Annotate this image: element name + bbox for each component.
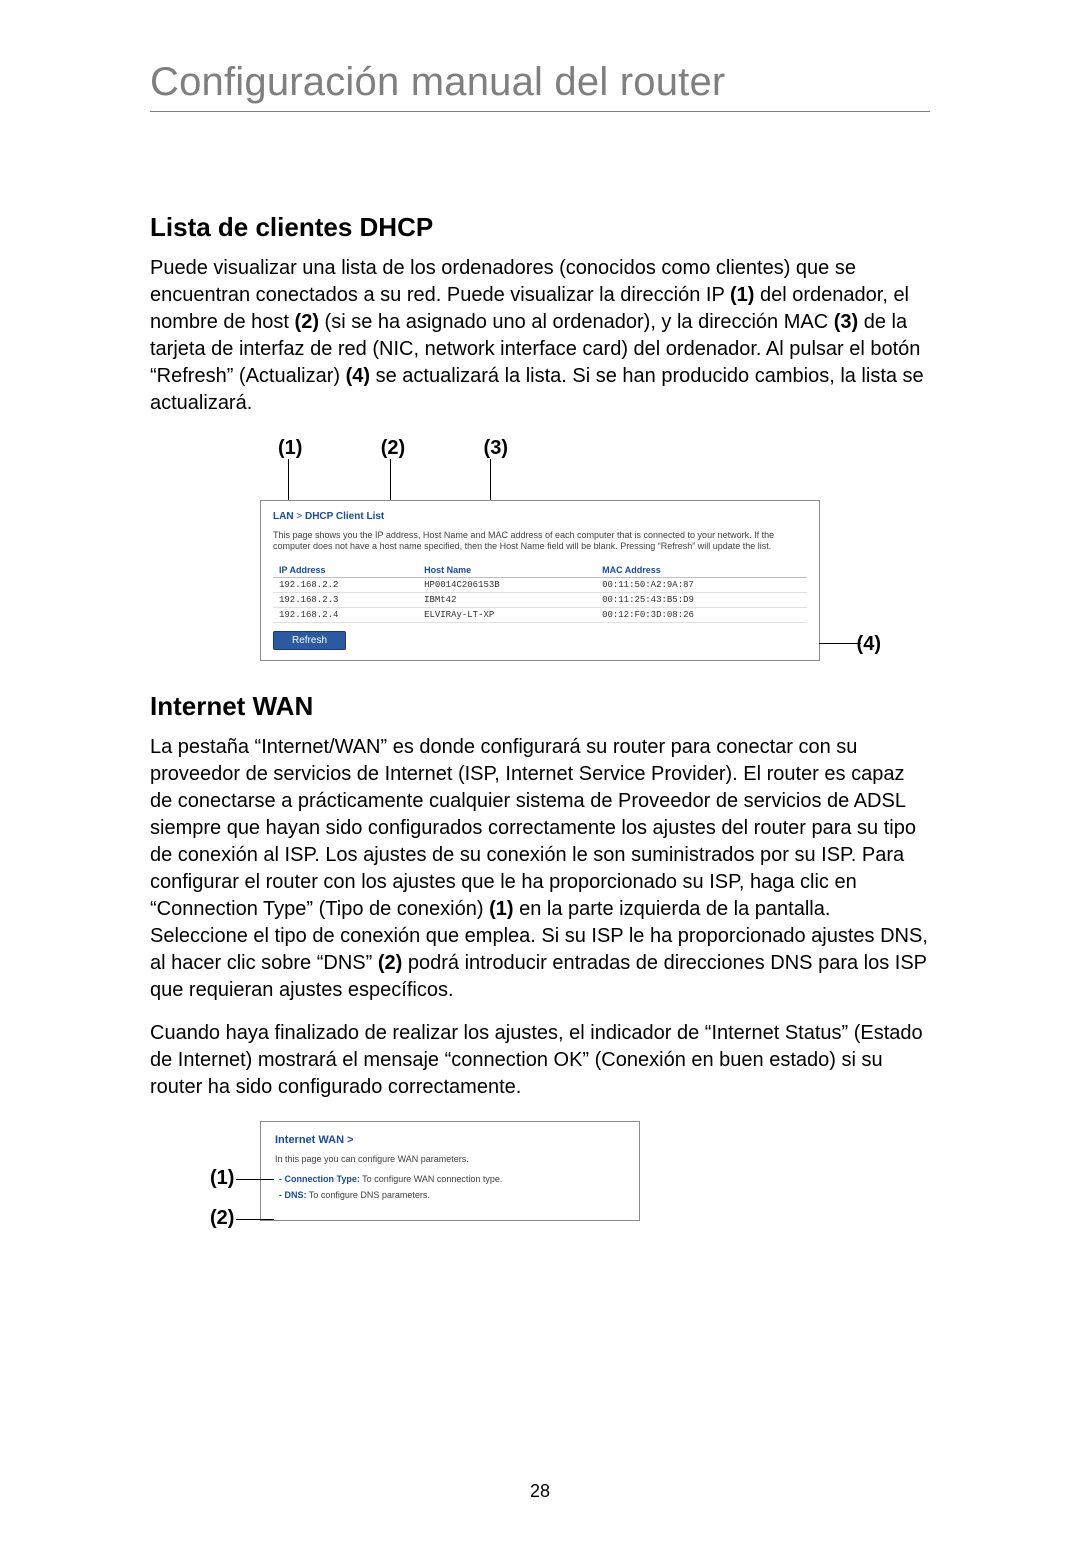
cell-ip: 192.168.2.4 bbox=[273, 607, 418, 622]
refresh-button[interactable]: Refresh bbox=[273, 631, 346, 650]
cell-mac: 00:11:25:43:B5:D9 bbox=[596, 592, 807, 607]
wan-item-label: - Connection Type: bbox=[279, 1174, 360, 1184]
callout-1: (1) bbox=[278, 437, 302, 460]
wan-figure: (1) (2) Internet WAN > In this page you … bbox=[210, 1121, 640, 1221]
callout-2: (2) bbox=[381, 437, 405, 460]
cell-mac: 00:11:50:A2:9A:87 bbox=[596, 577, 807, 592]
cell-host: IBMt42 bbox=[418, 592, 596, 607]
wan-item-label: - DNS: bbox=[279, 1190, 307, 1200]
text: (si se ha asignado uno al ordenador), y … bbox=[325, 311, 834, 333]
marker-3: (3) bbox=[834, 311, 858, 333]
marker-1: (1) bbox=[489, 898, 513, 920]
wan-line-2 bbox=[236, 1219, 274, 1220]
dhcp-heading: Lista de clientes DHCP bbox=[150, 212, 930, 243]
marker-2: (2) bbox=[378, 952, 402, 974]
cell-ip: 192.168.2.2 bbox=[273, 577, 418, 592]
dhcp-client-table: IP Address Host Name MAC Address 192.168… bbox=[273, 563, 807, 623]
wan-item-dns[interactable]: - DNS: To configure DNS parameters. bbox=[279, 1190, 625, 1200]
dhcp-screenshot-box: LAN > DHCP Client List This page shows y… bbox=[260, 500, 820, 661]
col-ip: IP Address bbox=[273, 563, 418, 578]
text: La pestaña “Internet/WAN” es donde confi… bbox=[150, 736, 916, 920]
wan-item-text: To configure WAN connection type. bbox=[360, 1174, 503, 1184]
wan-callout-1: (1) bbox=[210, 1167, 234, 1190]
wan-paragraph-1: La pestaña “Internet/WAN” es donde confi… bbox=[150, 734, 930, 1004]
table-row: 192.168.2.3 IBMt42 00:11:25:43:B5:D9 bbox=[273, 592, 807, 607]
cell-mac: 00:12:F0:3D:08:26 bbox=[596, 607, 807, 622]
table-row: 192.168.2.2 HP0014C206153B 00:11:50:A2:9… bbox=[273, 577, 807, 592]
wan-item-text: To configure DNS parameters. bbox=[307, 1190, 430, 1200]
breadcrumb-sep: > bbox=[296, 511, 302, 522]
marker-4: (4) bbox=[346, 365, 370, 387]
wan-line-1 bbox=[236, 1179, 274, 1180]
wan-box-title: Internet WAN > bbox=[275, 1134, 625, 1146]
table-row: 192.168.2.4 ELVIRAy-LT-XP 00:12:F0:3D:08… bbox=[273, 607, 807, 622]
cell-host: HP0014C206153B bbox=[418, 577, 596, 592]
cell-host: ELVIRAy-LT-XP bbox=[418, 607, 596, 622]
wan-paragraph-2: Cuando haya finalizado de realizar los a… bbox=[150, 1020, 930, 1101]
title-divider bbox=[150, 111, 930, 112]
marker-2: (2) bbox=[295, 311, 319, 333]
dhcp-breadcrumb: LAN > DHCP Client List bbox=[273, 511, 807, 522]
wan-item-connection-type[interactable]: - Connection Type: To configure WAN conn… bbox=[279, 1174, 625, 1184]
breadcrumb-lan: LAN bbox=[273, 511, 294, 522]
cell-ip: 192.168.2.3 bbox=[273, 592, 418, 607]
dhcp-figure: (1) (2) (3) LAN > DHCP Client List This … bbox=[260, 437, 820, 661]
callout-4: (4) bbox=[857, 633, 881, 656]
wan-screenshot-box: Internet WAN > In this page you can conf… bbox=[260, 1121, 640, 1221]
dhcp-paragraph: Puede visualizar una lista de los ordena… bbox=[150, 255, 930, 417]
page-title: Configuración manual del router bbox=[150, 60, 930, 105]
callout-4-line bbox=[819, 643, 861, 644]
wan-box-intro: In this page you can configure WAN param… bbox=[275, 1154, 625, 1164]
manual-page: Configuración manual del router Lista de… bbox=[0, 0, 1080, 1542]
callout-3: (3) bbox=[484, 437, 508, 460]
breadcrumb-dhcp: DHCP Client List bbox=[305, 511, 384, 522]
wan-callout-2: (2) bbox=[210, 1207, 234, 1230]
page-number: 28 bbox=[0, 1481, 1080, 1502]
table-header-row: IP Address Host Name MAC Address bbox=[273, 563, 807, 578]
wan-heading: Internet WAN bbox=[150, 691, 930, 722]
dhcp-top-callouts: (1) (2) (3) bbox=[278, 437, 508, 460]
col-mac: MAC Address bbox=[596, 563, 807, 578]
marker-1: (1) bbox=[730, 284, 754, 306]
dhcp-description: This page shows you the IP address, Host… bbox=[273, 530, 807, 553]
col-host: Host Name bbox=[418, 563, 596, 578]
